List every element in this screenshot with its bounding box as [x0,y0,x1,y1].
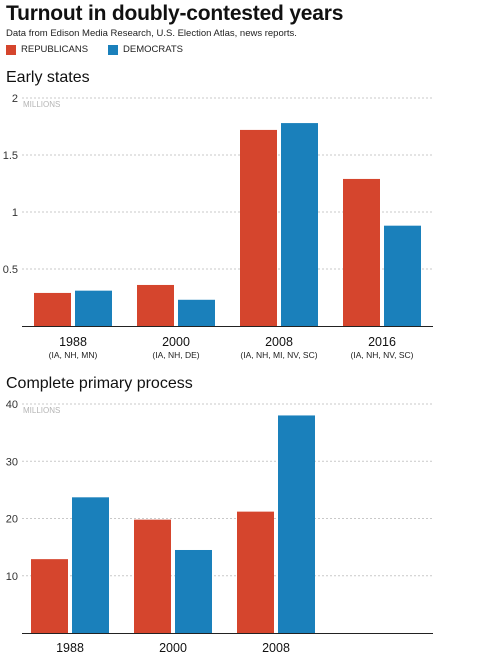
legend-label-republicans: REPUBLICANS [21,44,89,55]
page-title: Turnout in doubly-contested years [6,2,344,25]
unit-label: MILLIONS [23,406,60,415]
bar-democrats-1988 [75,290,112,326]
legend-item-democrats: DEMOCRATS [108,44,183,55]
category-sublabel: (IA, NH, NV, SC) [351,350,414,360]
y-tick-label: 2 [12,93,18,105]
bar-republicans-2008 [237,511,274,633]
y-tick-label: 20 [6,514,18,526]
y-tick-label: 1 [12,207,18,219]
y-tick-label: 0.5 [3,264,18,276]
unit-label: MILLIONS [23,100,60,109]
legend-item-republicans: REPUBLICANS [6,44,88,55]
y-tick-label: 10 [6,571,18,583]
legend-label-democrats: DEMOCRATS [123,44,183,55]
chart-1-title: Early states [6,69,90,86]
bar-democrats-2000 [178,299,215,326]
category-sublabel: (IA, NH, MI, NV, SC) [240,350,317,360]
bar-republicans-2000 [137,284,174,326]
page-subtitle: Data from Edison Media Research, U.S. El… [6,28,297,39]
category-sublabel: (IA, NH, MN) [49,350,98,360]
y-tick-label: 1.5 [3,150,18,162]
category-label: 2000 [162,335,190,349]
bar-republicans-1988 [34,292,71,326]
bar-republicans-1988 [31,559,68,633]
bar-republicans-2008 [240,129,277,326]
y-tick-label: 40 [6,399,18,411]
legend-swatch-republicans [6,44,16,55]
bar-democrats-2008 [281,123,318,326]
legend-swatch-democrats [108,44,118,55]
category-label: 2016 [368,335,396,349]
category-label: 2008 [262,641,290,655]
legend: REPUBLICANS DEMOCRATS [6,44,406,58]
bar-republicans-2000 [134,519,171,633]
y-tick-label: 30 [6,456,18,468]
bar-democrats-2008 [278,415,315,633]
category-label: 2000 [159,641,187,655]
bar-democrats-1988 [72,497,109,633]
chart-2-title: Complete primary process [6,375,193,392]
category-label: 1988 [56,641,84,655]
bar-democrats-2000 [175,549,212,633]
bar-democrats-2016 [384,225,421,326]
category-label: 2008 [265,335,293,349]
category-sublabel: (IA, NH, DE) [152,350,199,360]
category-label: 1988 [59,335,87,349]
bar-republicans-2016 [343,178,380,326]
